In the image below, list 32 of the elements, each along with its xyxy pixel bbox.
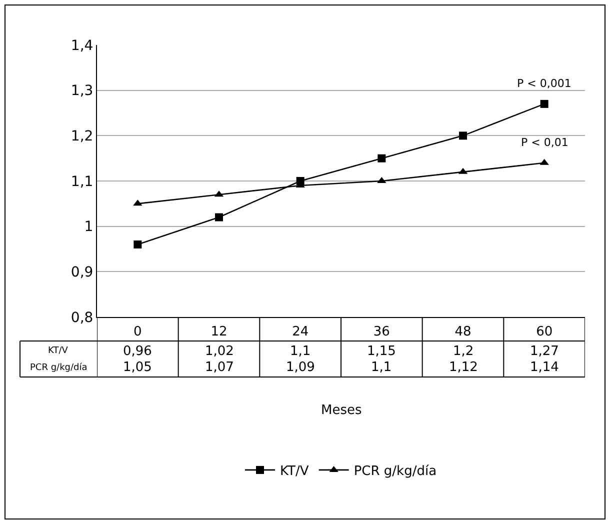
x-tick-label: 48 (454, 324, 472, 340)
annotation: P < 0,001 (517, 77, 572, 90)
text: PCR g/kg/día (30, 363, 88, 373)
data-label: 1,1 (371, 360, 392, 375)
y-tick-label: 1,1 (70, 174, 94, 190)
y-tick-label: 0,9 (70, 264, 94, 281)
x-tick-label: 60 (536, 324, 553, 340)
y-tick-label: 1,4 (70, 38, 94, 54)
data-label: 1,07 (205, 360, 234, 375)
annotation: P < 0,01 (521, 136, 568, 149)
data-label: 1,14 (530, 360, 559, 375)
x-tick-label: 0 (134, 324, 142, 340)
y-tick-label: 1,2 (70, 128, 94, 145)
x-tick-label: 12 (210, 324, 228, 340)
x-tick-label: 24 (292, 324, 309, 340)
data-label: 1,09 (286, 360, 315, 375)
y-tick-label: 1 (84, 219, 94, 236)
x-axis-title: Meses (321, 403, 362, 418)
data-label: 1,02 (205, 344, 234, 359)
legend-label: KT/V (280, 464, 309, 480)
x-tick-label: 36 (373, 324, 390, 340)
data-label: 1,27 (530, 344, 559, 359)
data-label: 1,2 (453, 344, 474, 359)
data-label: 0,96 (123, 344, 152, 359)
legend-label: PCR g/kg/día (354, 464, 437, 480)
text: KT/V (48, 346, 68, 356)
data-label: 1,12 (449, 360, 478, 375)
data-label: 1,1 (290, 344, 311, 359)
data-label: 1,15 (367, 344, 396, 359)
y-tick-label: 1,3 (70, 83, 94, 100)
data-label: 1,05 (123, 360, 152, 375)
y-tick-label: 0,8 (70, 310, 94, 326)
